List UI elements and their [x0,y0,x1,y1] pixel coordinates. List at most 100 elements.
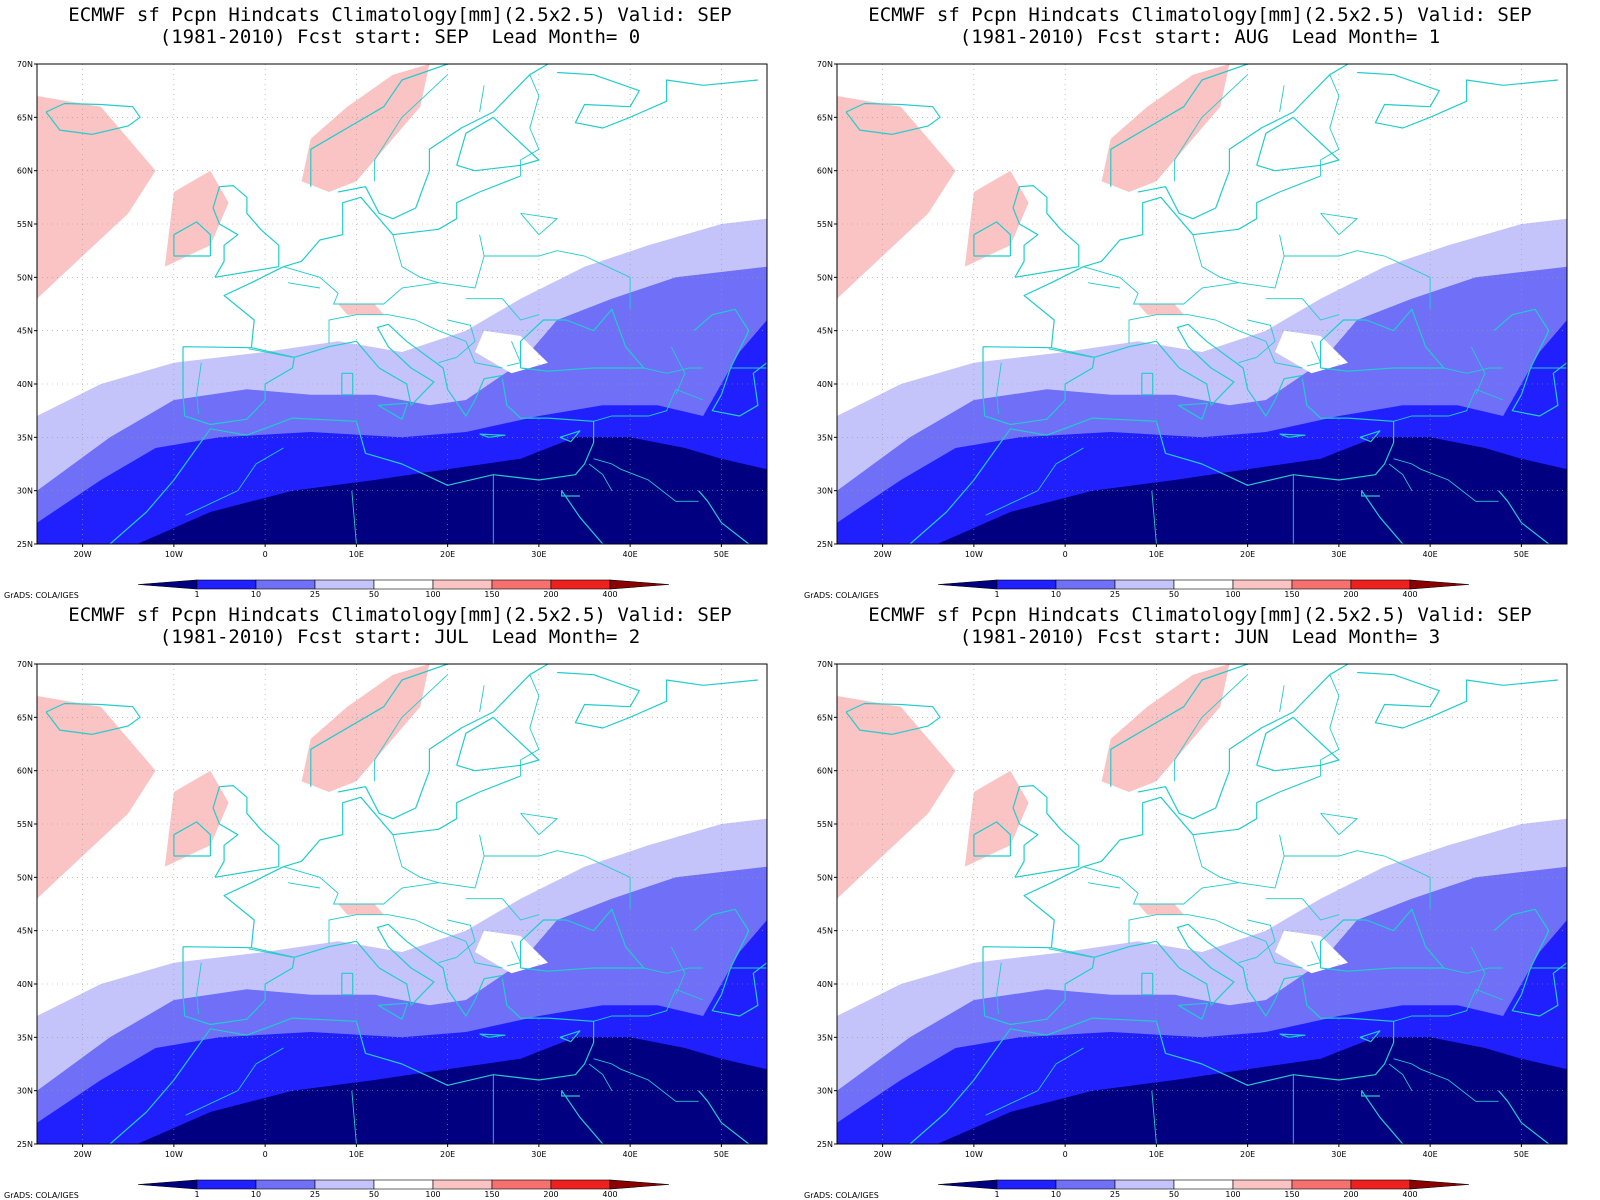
map-body [837,664,1567,1144]
country-border [520,674,540,776]
colorbar-swatch [255,1179,316,1190]
panel-title: ECMWF sf Pcpn Hindcats Climatology[mm](2… [0,604,800,648]
country-border [506,941,522,967]
country-border [185,1047,284,1116]
lon-label: 30E [1331,550,1346,559]
coast-redsea [561,1090,604,1144]
country-border [520,812,559,836]
coast-gulf [1498,490,1550,544]
country-border [1443,967,1504,974]
country-border [1284,250,1431,310]
country-border [351,490,357,544]
country-border [283,834,485,905]
lon-label: 20E [440,1150,455,1159]
coast-sardinia [1141,972,1154,996]
lat-label: 25N [817,540,833,549]
country-border [1265,898,1340,921]
lat-label: 35N [817,433,833,442]
coast-finland [1256,116,1340,172]
colorbar-swatch [1055,1179,1116,1190]
shade-100-150 [338,304,384,315]
coast-cyprus [559,1030,581,1043]
lat-label: 55N [17,220,33,229]
colorbar-label: 50 [1169,590,1179,599]
country-border [1151,490,1157,544]
lat-label: 30N [817,487,833,496]
coast-france [223,175,521,348]
coast-ireland [173,821,211,857]
panel-title: ECMWF sf Pcpn Hindcats Climatology[mm](2… [0,4,800,48]
country-border [1306,341,1322,367]
coast-redsea [561,490,604,544]
country-border [1128,914,1303,969]
country-border [328,314,503,369]
colorbar-over-triangle [609,1179,670,1190]
country-border [593,458,699,502]
title-line-1: ECMWF sf Pcpn Hindcats Climatology[mm](2… [68,604,732,626]
shade-100-150 [837,96,956,299]
coast-sardinia [341,372,354,396]
colorbar-label: 25 [1110,590,1120,599]
shade-50-100 [475,330,548,374]
coast-blacksea [519,308,645,372]
colorbar-swatch [1114,579,1175,590]
colorbar-under-triangle [137,579,198,590]
shade-100-150 [301,64,430,192]
shade-100-150 [164,770,229,867]
panel-title: ECMWF sf Pcpn Hindcats Climatology[mm](2… [800,604,1600,648]
colorbar-label: 25 [1110,1190,1120,1199]
lat-label: 55N [817,820,833,829]
colorbar-swatch [1232,1179,1293,1190]
colorbar-under-triangle [137,1179,198,1190]
lat-label: 65N [17,713,33,722]
country-border [670,946,686,995]
shade-100-150 [338,904,384,915]
colorbar-under-triangle [937,579,998,590]
lon-label: 20E [440,550,455,559]
coast-caspian [693,908,767,1017]
colorbar-swatch [196,579,257,590]
colorbar-swatch [1350,579,1411,590]
lat-label: 50N [817,273,833,282]
country-border [1320,812,1359,836]
title-line-2: (1981-2010) Fcst start: JUN Lead Month= … [959,626,1441,648]
country-border [588,463,613,491]
lon-label: 0 [263,1150,268,1159]
shade-100-150 [964,170,1029,267]
lon-label: 40E [623,550,638,559]
lon-label: 10W [165,550,183,559]
lat-label: 65N [817,713,833,722]
lat-label: 70N [17,660,33,669]
shade-100-150 [1101,664,1230,792]
lat-label: 70N [817,60,833,69]
coast-britain [1012,785,1080,878]
country-border [392,834,439,884]
lon-label: 40E [1423,1150,1438,1159]
coast-iceland [45,702,141,735]
country-border [283,234,485,305]
coast-gulf [698,490,750,544]
lon-label: 30E [531,1150,546,1159]
lat-label: 70N [17,60,33,69]
title-line-1: ECMWF sf Pcpn Hindcats Climatology[mm](2… [868,4,1532,26]
lat-label: 25N [17,1140,33,1149]
coast-finland [1256,716,1340,772]
country-border [374,674,448,782]
coast-cyprus [1359,430,1381,443]
country-border [520,212,559,236]
country-border [593,988,704,1022]
country-border [484,850,631,910]
colorbar-over-triangle [1409,1179,1470,1190]
country-border [438,319,476,364]
colorbar-swatch [1350,1179,1411,1190]
lat-label: 50N [17,273,33,282]
coast-cyprus [1359,1030,1381,1043]
country-border [506,341,522,367]
coast-ireland [173,221,211,257]
colorbar-swatch [1291,579,1352,590]
lat-label: 65N [817,113,833,122]
lat-label: 30N [17,1087,33,1096]
country-border [1393,388,1504,422]
shade-100-150 [164,170,229,267]
country-border [643,367,704,374]
